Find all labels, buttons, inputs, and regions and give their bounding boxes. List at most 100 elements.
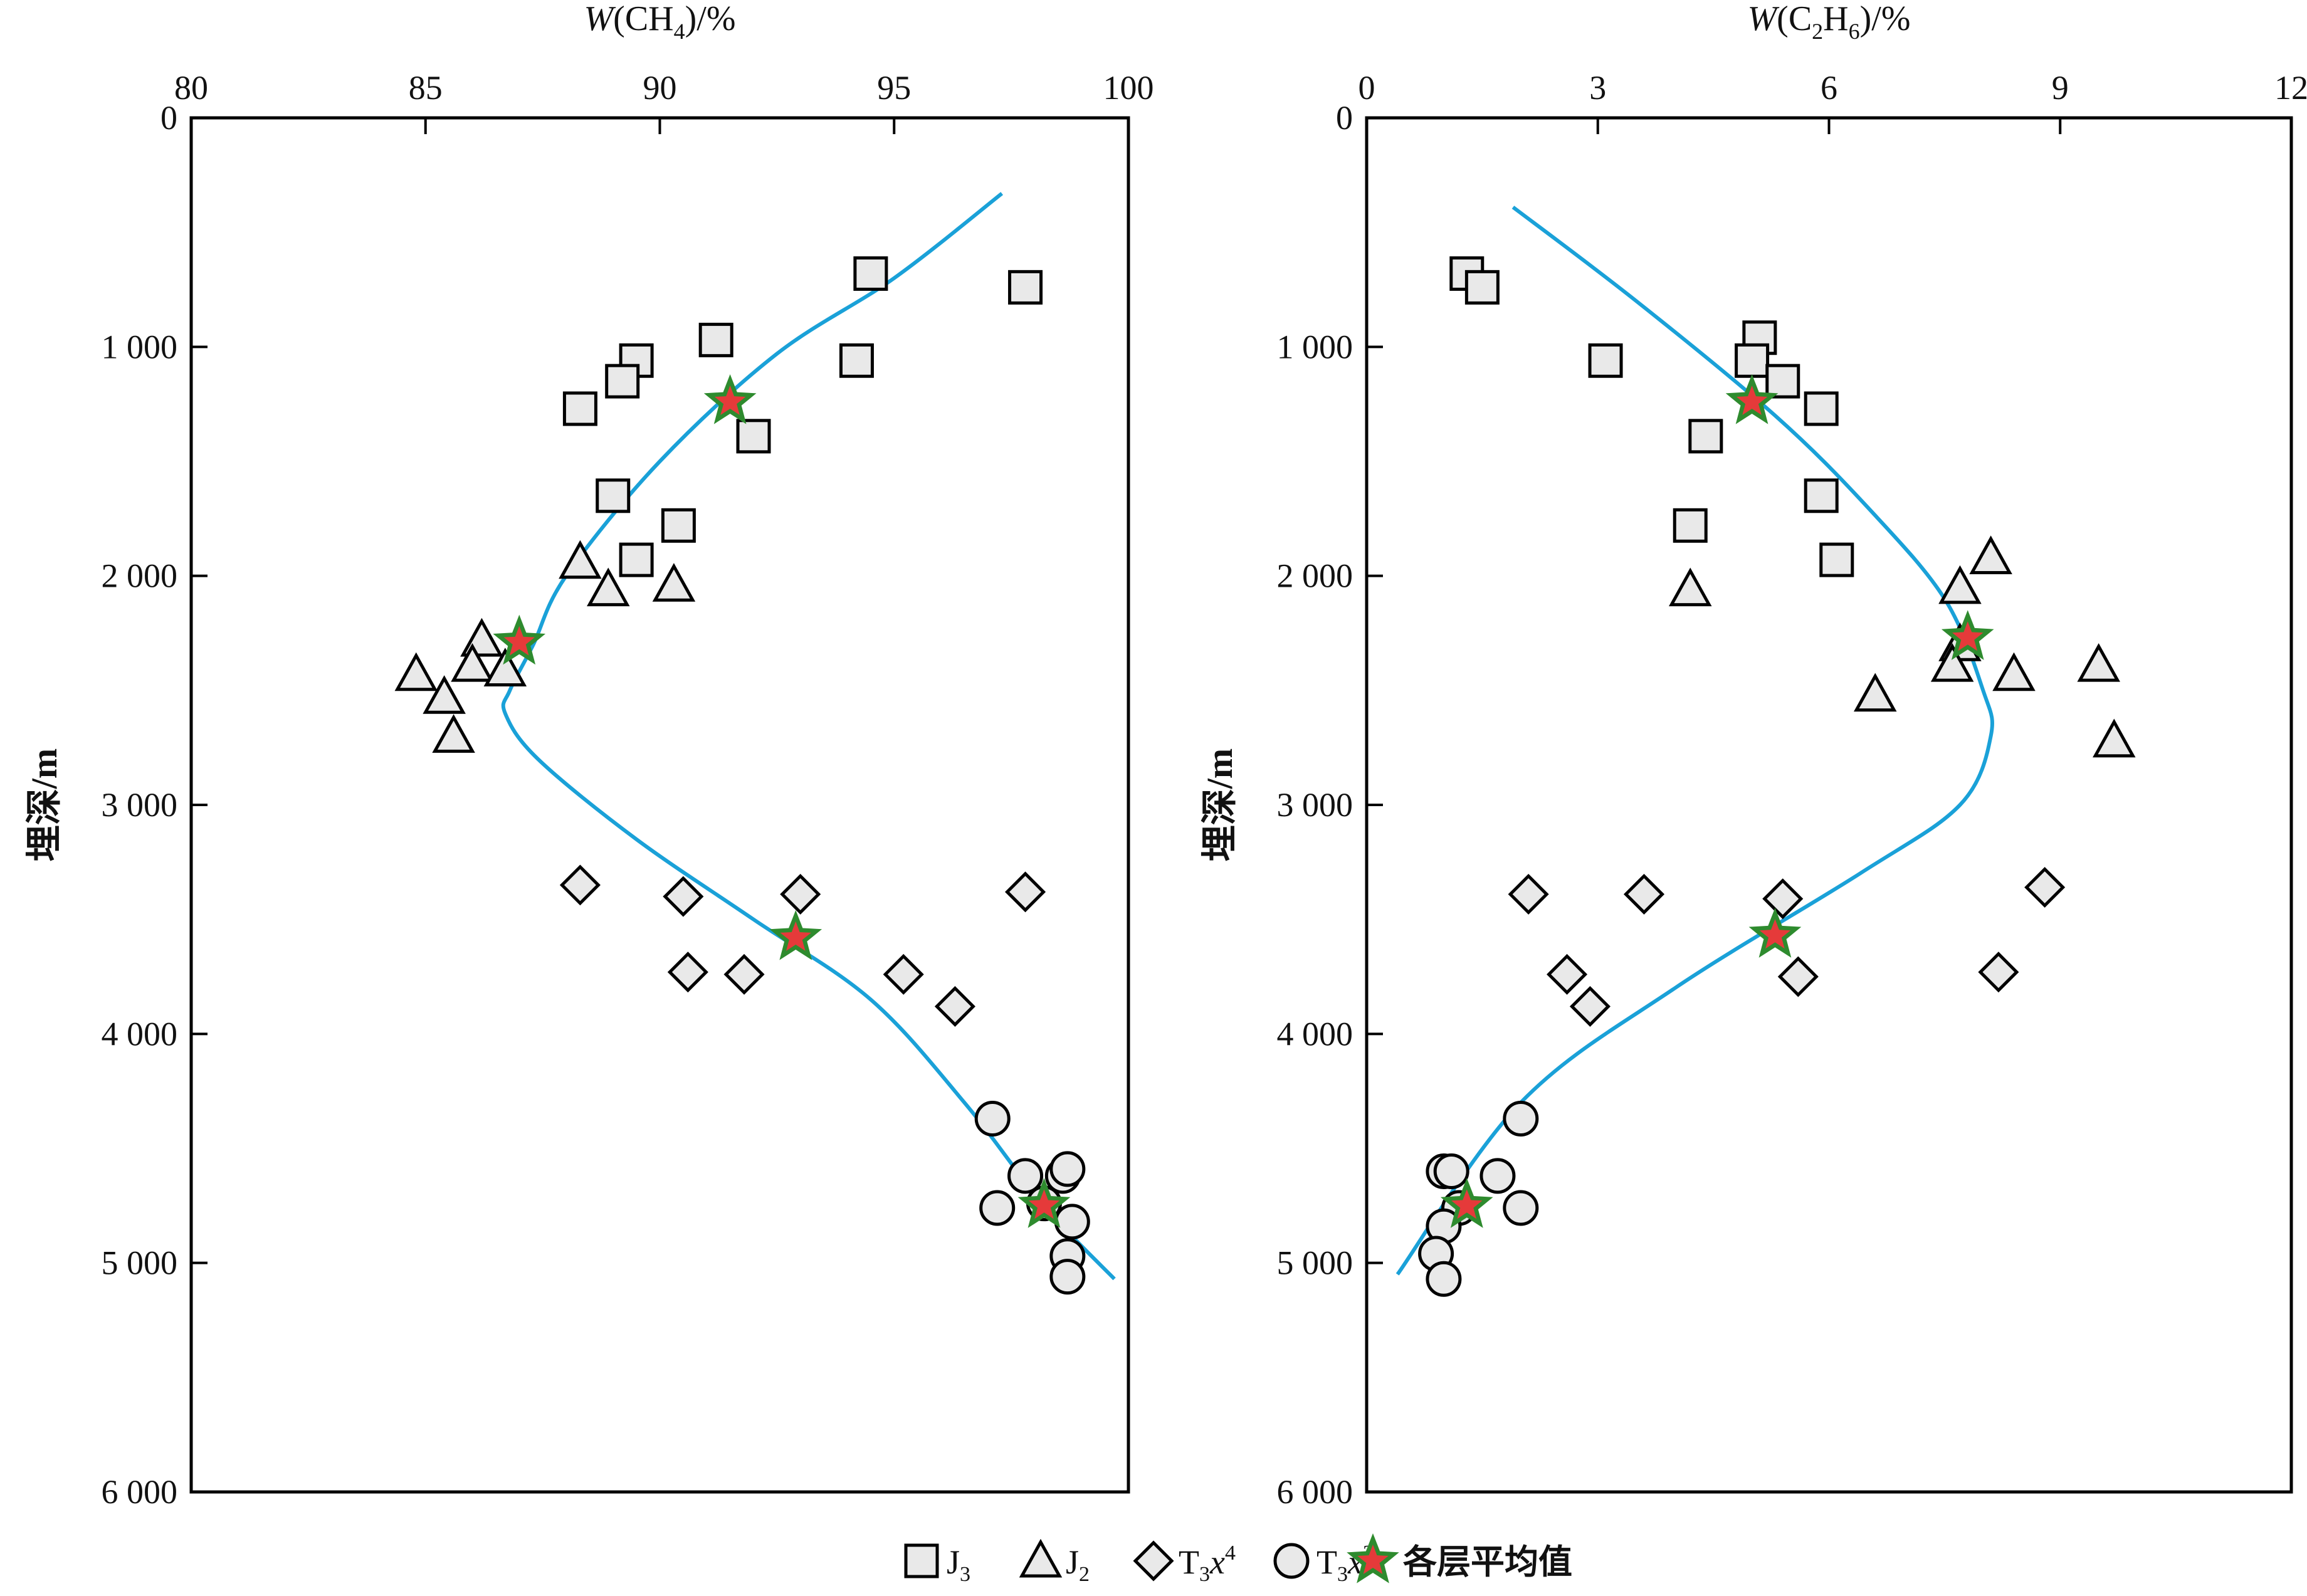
point-t3x2 [1433, 1153, 1469, 1190]
legend-label-sub: 3 [1199, 1563, 1210, 1586]
point-t3x2 [1054, 1204, 1090, 1240]
x-tick-label: 9 [2052, 69, 2069, 107]
y-tick-label: 1 000 [1277, 328, 1353, 365]
point-t3x2 [979, 1190, 1016, 1226]
point-t3x4 [663, 876, 704, 917]
trend-line [1395, 206, 1994, 1276]
point-j3 [605, 364, 640, 399]
legend-label-main: J [1066, 1543, 1079, 1581]
point-t3x4 [723, 953, 765, 995]
y-tick-label: 0 [160, 99, 177, 137]
average-star [714, 386, 746, 415]
legend-marker-triangle [1019, 1538, 1063, 1578]
point-j2 [1992, 652, 2036, 691]
y-tick-label: 2 000 [1277, 557, 1353, 595]
plot-frame [189, 116, 1130, 1494]
point-j3 [736, 419, 771, 454]
point-t3x4 [1762, 878, 1804, 920]
plot-frame [1365, 116, 2293, 1494]
point-j2 [1969, 535, 2012, 574]
legend-label-sup: 4 [1225, 1541, 1236, 1565]
average-star [1451, 1189, 1483, 1219]
x-axis-title-w: W [584, 0, 616, 38]
x-axis-title-part: (CH [613, 0, 673, 38]
legend-label-main: J [947, 1543, 960, 1581]
y-tick-label: 2 000 [102, 557, 178, 595]
trend-line [501, 192, 1116, 1281]
point-t3x4 [559, 864, 601, 906]
y-tick-label: 5 000 [1277, 1244, 1353, 1282]
point-t3x2 [1479, 1158, 1516, 1194]
x-axis-title-part: )/% [685, 0, 736, 38]
y-tick-label: 3 000 [1277, 786, 1353, 824]
average-star [780, 921, 811, 951]
legend-item-square: J3 [904, 1543, 970, 1586]
point-t3x4 [1978, 952, 2019, 993]
point-t3x4 [2024, 866, 2066, 908]
point-t3x4 [1005, 871, 1046, 913]
legend-label: J2 [1066, 1543, 1090, 1586]
y-tick-label: 4 000 [102, 1015, 178, 1053]
point-j2 [1930, 643, 1974, 682]
legend-label-x: x [1209, 1543, 1225, 1581]
point-j2 [423, 675, 466, 714]
legend-label: J3 [947, 1543, 970, 1586]
x-axis-title-part: H [1823, 0, 1848, 38]
x-tick-label: 100 [1103, 69, 1154, 107]
x-tick-label: 0 [1358, 69, 1375, 107]
x-tick-label: 3 [1589, 69, 1606, 107]
legend-item-diamond: T3x4 [1133, 1540, 1236, 1586]
point-j3 [698, 322, 733, 357]
point-j3 [1008, 270, 1043, 305]
point-t3x2 [1426, 1261, 1462, 1297]
legend-marker-square [904, 1543, 939, 1578]
x-axis-title-sub: 2 [1812, 19, 1823, 44]
legend: J3J2T3x4T3x2各层平均值 [904, 1533, 1572, 1586]
y-axis-title: 埋深/m [1199, 748, 1240, 861]
point-t3x2 [1503, 1101, 1539, 1137]
point-j3 [1804, 391, 1839, 426]
x-tick-label: 85 [409, 69, 443, 107]
x-tick-label: 90 [643, 69, 677, 107]
point-t3x4 [780, 873, 821, 915]
x-axis-title-sub: 4 [674, 19, 685, 44]
average-star [1028, 1189, 1060, 1219]
y-tick-label: 6 000 [102, 1473, 178, 1511]
point-j3 [596, 478, 631, 513]
y-axis-title: 埋深/m [24, 748, 65, 861]
legend-marker-star [1357, 1545, 1389, 1574]
y-tick-label: 4 000 [1277, 1015, 1353, 1053]
point-j3 [619, 542, 654, 577]
point-j3 [853, 256, 888, 291]
point-j3 [1673, 508, 1708, 543]
legend-label-sub: 2 [1079, 1563, 1090, 1586]
point-j2 [460, 617, 503, 657]
point-j2 [1669, 567, 1712, 607]
x-axis-title: W(C2H6)/% [1748, 0, 1911, 44]
point-t3x2 [974, 1101, 1011, 1137]
average-star [503, 626, 535, 656]
point-j3 [839, 343, 874, 378]
y-tick-label: 6 000 [1277, 1473, 1353, 1511]
legend-marker-circle [1273, 1543, 1310, 1579]
point-t3x4 [934, 985, 975, 1027]
point-t3x2 [1049, 1259, 1086, 1295]
point-j2 [587, 567, 630, 607]
x-tick-label: 80 [174, 69, 208, 107]
point-t3x2 [1503, 1190, 1539, 1226]
point-t3x4 [1547, 953, 1588, 995]
legend-marker-diamond [1133, 1540, 1174, 1582]
legend-label: T3x4 [1179, 1541, 1236, 1586]
point-j3 [1588, 343, 1623, 378]
point-t3x4 [1508, 873, 1549, 915]
x-axis-title-sub: 6 [1849, 19, 1860, 44]
y-tick-label: 1 000 [102, 328, 178, 365]
legend-item-triangle: J2 [1019, 1538, 1090, 1586]
point-j2 [652, 563, 696, 602]
point-j2 [451, 643, 494, 682]
point-t3x4 [667, 952, 708, 993]
chart-ch4: 80 85 90 95 100 0 1 000 2 000 3 000 4 000 5 000 6 0… [24, 0, 1154, 1511]
point-t3x4 [883, 953, 924, 995]
legend-label-main: T [1316, 1543, 1337, 1581]
point-j3 [1464, 270, 1500, 305]
